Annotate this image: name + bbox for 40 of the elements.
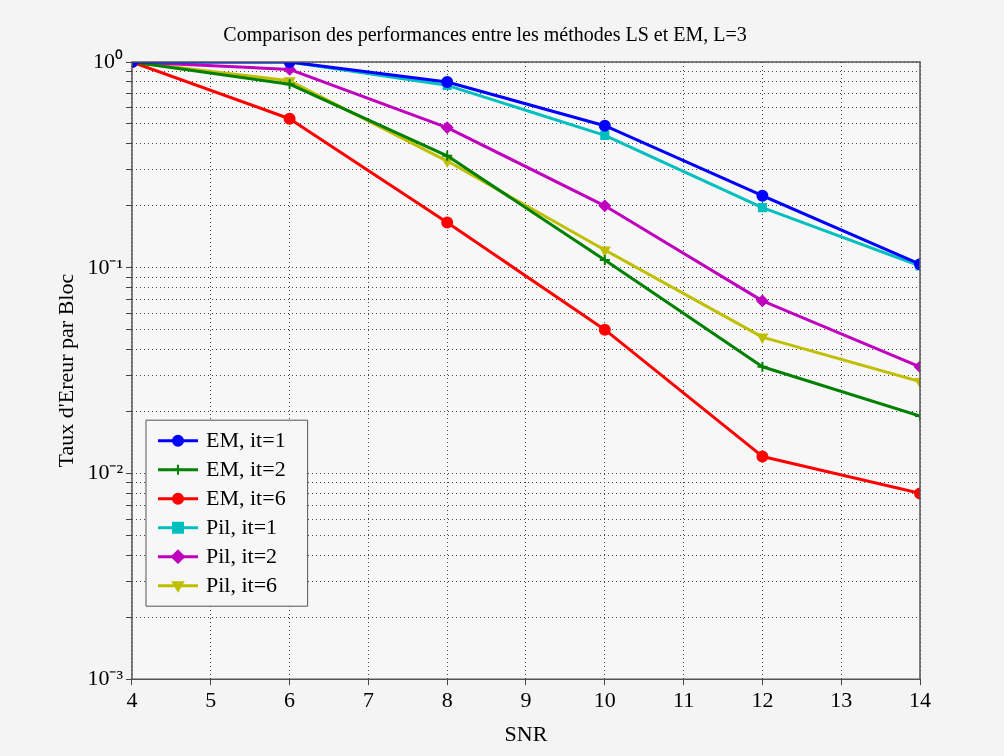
x-tick-label: 8 [441,687,453,713]
point [441,75,454,88]
legend-label: Pil, it=1 [206,514,278,540]
x-tick-label: 5 [205,687,217,713]
point [598,119,611,132]
point [756,360,769,373]
x-tick-label: 14 [909,687,931,713]
point [283,112,296,125]
legend-label: EM, it=1 [206,427,286,453]
y-axis-title: Taux d'Ereur par Bloc [52,273,78,468]
x-axis-title: SNR [504,720,548,746]
chart-title: Comparison des performances entre les méthodes LS et EM, L=3 [223,23,747,47]
point [441,216,454,229]
point [599,246,611,256]
x-tick-label: 12 [751,687,774,713]
x-tick-label: 6 [284,687,296,713]
point [598,323,611,336]
y-tick-label: 10⁻¹ [87,253,123,279]
point [757,203,767,213]
x-tick-label: 10 [593,687,616,713]
x-tick-label: 9 [520,687,532,713]
point [757,333,768,344]
y-tick-label: 10⁻³ [87,664,124,690]
point [441,149,454,162]
x-tick-label: 7 [362,687,374,713]
y-tick-label: 10⁰ [93,47,123,73]
point [441,121,454,134]
x-tick-label: 13 [830,687,853,713]
x-tick-label: 4 [126,687,138,713]
legend-label: EM, it=6 [206,485,286,511]
legend-label: EM, it=2 [206,456,286,482]
point [756,189,769,202]
point [756,294,769,307]
point [600,130,610,140]
legend-label: Pil, it=6 [206,572,278,598]
x-tick-label: 11 [673,687,695,713]
legend-label: Pil, it=2 [206,543,278,569]
y-tick-label: 10⁻² [87,459,124,485]
point [756,450,769,463]
point [598,199,611,212]
